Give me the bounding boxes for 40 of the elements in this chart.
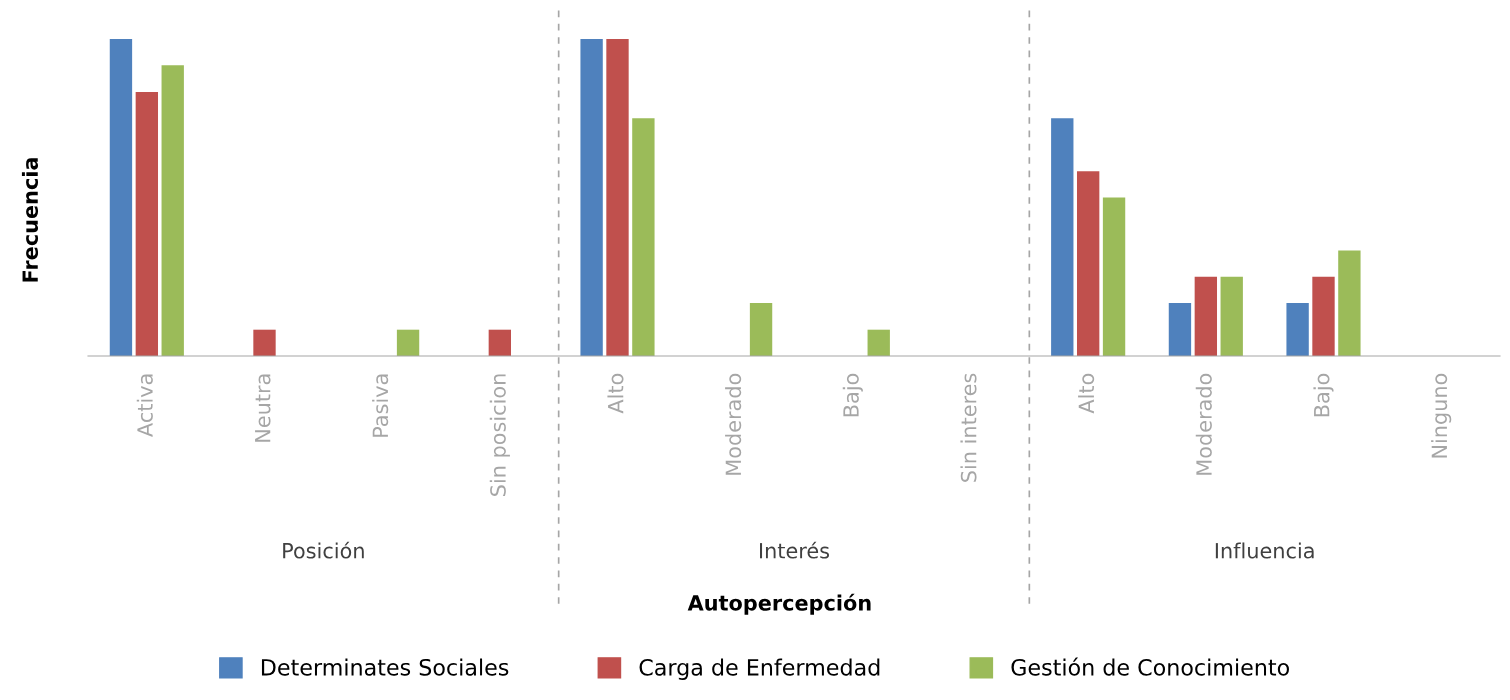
bar — [1286, 303, 1309, 356]
x-tick-label: Neutra — [255, 374, 271, 442]
bar — [606, 39, 629, 356]
bar — [488, 329, 512, 356]
text: Interés — [759, 541, 830, 559]
legend-label: Gestión de Conocimiento — [1011, 657, 1289, 676]
x-tick-label: Sin interes — [960, 373, 977, 482]
x-tick-label: Moderado — [725, 373, 742, 475]
bar — [1168, 303, 1192, 356]
x-tick-label: Bajo — [1313, 373, 1334, 417]
bar — [580, 39, 603, 356]
bar — [1220, 276, 1243, 356]
bar — [161, 65, 184, 356]
bar — [1102, 197, 1126, 356]
bar — [396, 329, 420, 356]
x-tick-label: Sin posicion — [489, 374, 510, 496]
bar — [135, 91, 159, 356]
legend-label: Carga de Enfermedad — [639, 658, 880, 680]
x-tick-label: Activa — [136, 374, 153, 437]
bar — [1338, 250, 1361, 356]
bar — [867, 329, 890, 356]
bar — [749, 303, 773, 356]
bar — [253, 329, 276, 356]
bar — [1051, 118, 1074, 356]
bar — [109, 39, 133, 356]
bar — [1076, 171, 1100, 356]
x-tick-label: Moderado — [1195, 373, 1212, 475]
bar — [1312, 276, 1335, 356]
x-tick-label: Alto — [1078, 373, 1095, 414]
y-axis-title: Frecuencia — [21, 158, 39, 282]
x-tick-label: Pasiva — [372, 374, 389, 437]
bar — [632, 118, 655, 356]
x-axis-title: Autopercepción — [687, 593, 871, 615]
text: Influencia — [1215, 542, 1314, 559]
x-tick-label: Ninguno — [1431, 373, 1452, 458]
text: Posición — [283, 541, 364, 559]
x-tick-label: Bajo — [842, 373, 863, 417]
x-tick-label: Alto — [607, 373, 624, 414]
bar — [1194, 276, 1218, 356]
legend-label: Determinates Sociales — [261, 658, 509, 676]
